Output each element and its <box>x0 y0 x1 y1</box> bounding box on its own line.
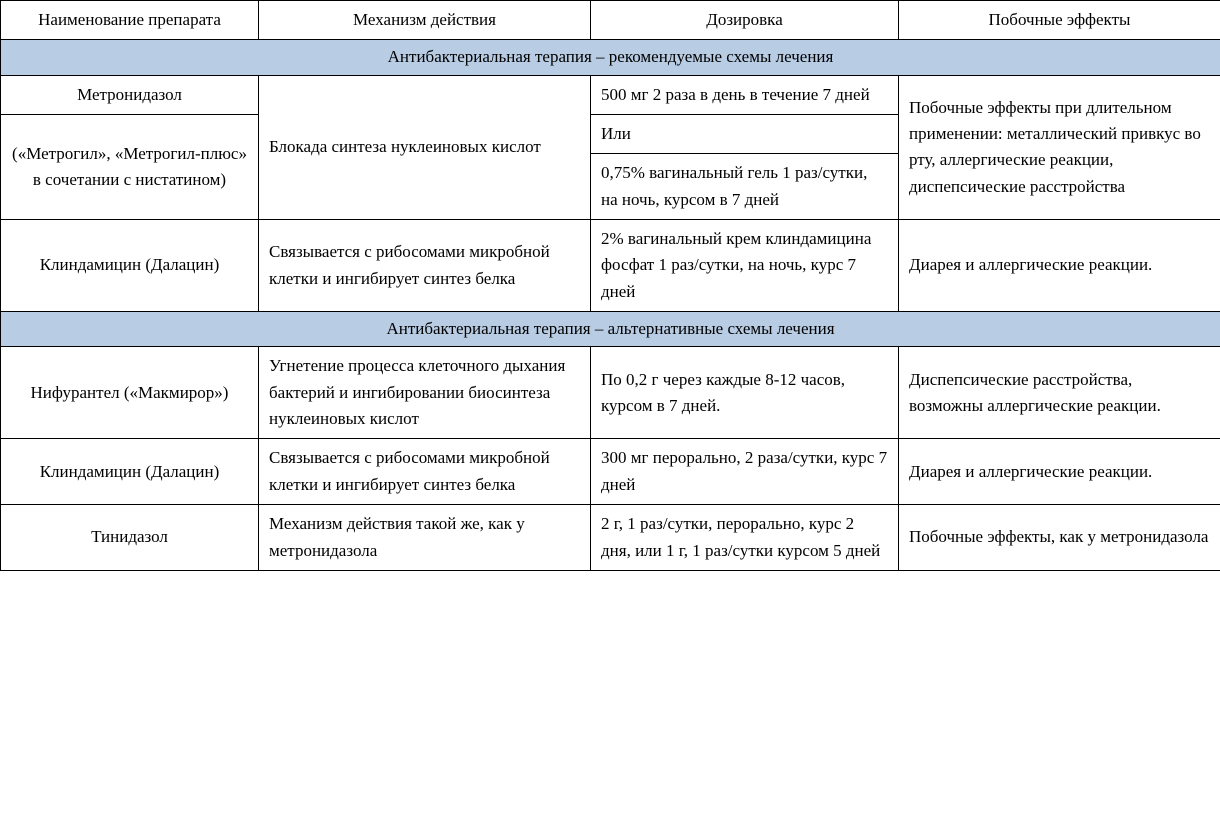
mechanism-cell: Связывается с рибосомами микробной клетк… <box>259 220 591 312</box>
dosage-cell: 500 мг 2 раза в день в течение 7 дней <box>591 75 899 114</box>
side-effects-cell: Диарея и аллергические реакции. <box>899 439 1220 505</box>
table-row: Тинидазол Механизм действия такой же, ка… <box>1 505 1220 571</box>
table-row: Метронидазол Блокада синтеза нуклеиновых… <box>1 75 1220 114</box>
section-title: Антибактериальная терапия – рекомендуемы… <box>1 40 1220 75</box>
table-row: Нифурантел («Макмирор») Угнетение процес… <box>1 347 1220 439</box>
header-mechanism: Механизм действия <box>259 1 591 40</box>
side-effects-cell: Побочные эффекты, как у метронидазола <box>899 505 1220 571</box>
header-dosage: Дозировка <box>591 1 899 40</box>
section-header-row: Антибактериальная терапия – альтернативн… <box>1 312 1220 347</box>
side-effects-cell: Побочные эффекты при длительном применен… <box>899 75 1220 219</box>
table-header-row: Наименование препарата Механизм действия… <box>1 1 1220 40</box>
drug-name: Тинидазол <box>1 505 259 571</box>
table-row: Клиндамицин (Далацин) Связывается с рибо… <box>1 439 1220 505</box>
drug-table: Наименование препарата Механизм действия… <box>0 0 1220 571</box>
mechanism-cell: Блокада синтеза нуклеиновых кислот <box>259 75 591 219</box>
dosage-cell: 2 г, 1 раз/сутки, перорально, курс 2 дня… <box>591 505 899 571</box>
section-header-row: Антибактериальная терапия – рекомендуемы… <box>1 40 1220 75</box>
header-side-effects: Побочные эффекты <box>899 1 1220 40</box>
dosage-cell: 300 мг перорально, 2 раза/сутки, курс 7 … <box>591 439 899 505</box>
drug-name-alt: («Метрогил», «Метрогил-плюс» в сочетании… <box>1 115 259 220</box>
drug-name: Клиндамицин (Далацин) <box>1 439 259 505</box>
dosage-cell: По 0,2 г через каждые 8-12 часов, курсом… <box>591 347 899 439</box>
mechanism-cell: Связывается с рибосомами микробной клетк… <box>259 439 591 505</box>
table-row: Клиндамицин (Далацин) Связывается с рибо… <box>1 220 1220 312</box>
mechanism-cell: Угнетение процесса клеточного дыхания ба… <box>259 347 591 439</box>
side-effects-cell: Диспепсические расстройства, возможны ал… <box>899 347 1220 439</box>
side-effects-cell: Диарея и аллергические реакции. <box>899 220 1220 312</box>
section-title: Антибактериальная терапия – альтернативн… <box>1 312 1220 347</box>
drug-name: Клиндамицин (Далацин) <box>1 220 259 312</box>
drug-name: Нифурантел («Макмирор») <box>1 347 259 439</box>
dosage-cell: 2% вагинальный крем клиндамицина фосфат … <box>591 220 899 312</box>
header-name: Наименование препарата <box>1 1 259 40</box>
dosage-cell: 0,75% вагинальный гель 1 раз/сутки, на н… <box>591 154 899 220</box>
drug-name: Метронидазол <box>1 75 259 114</box>
mechanism-cell: Механизм действия такой же, как у метрон… <box>259 505 591 571</box>
dosage-cell: Или <box>591 115 899 154</box>
